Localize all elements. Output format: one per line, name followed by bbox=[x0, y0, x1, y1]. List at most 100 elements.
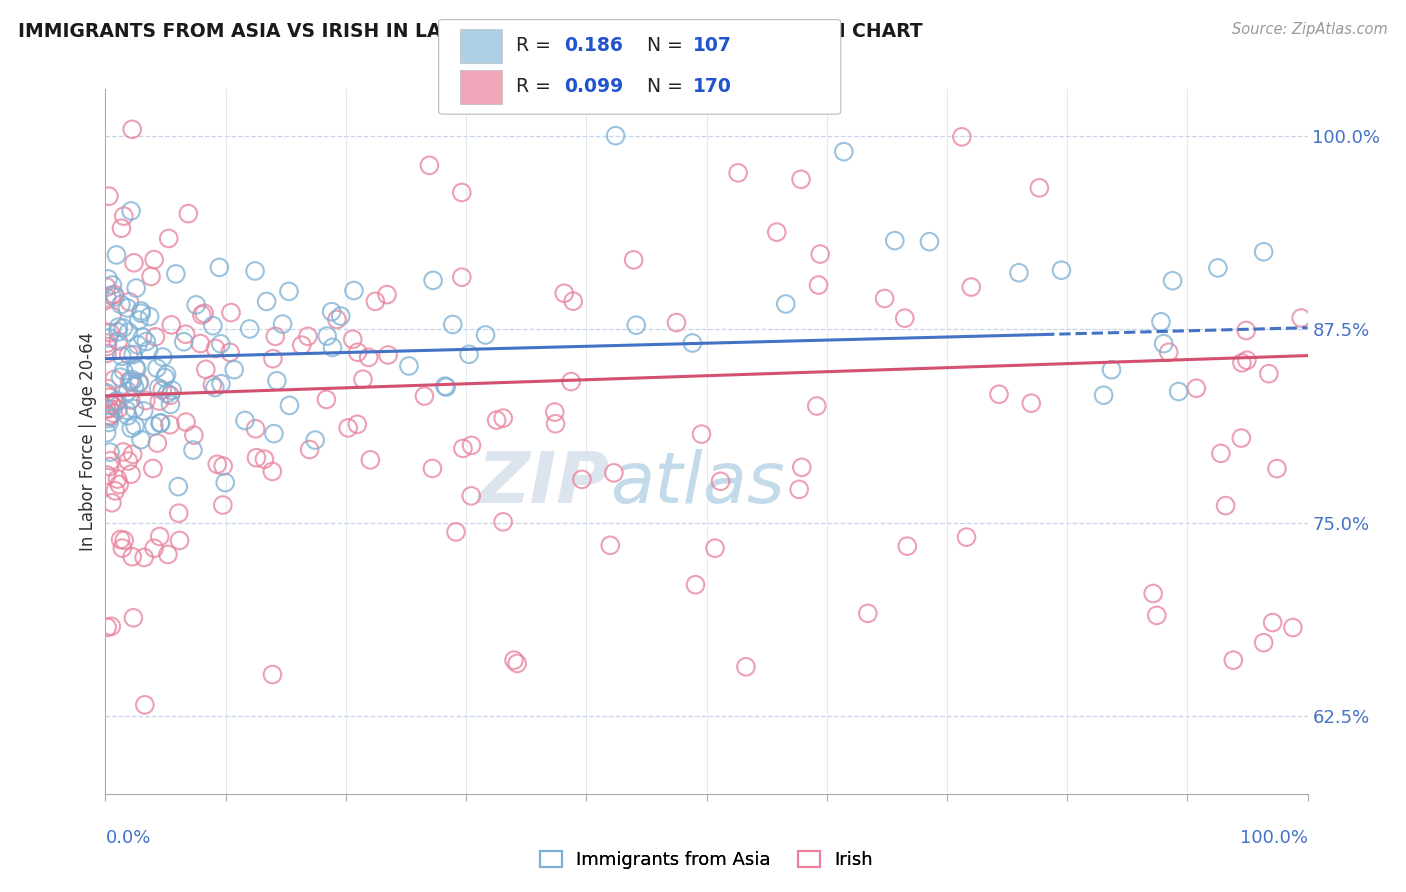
Point bbox=[243, 264, 266, 278]
Point bbox=[127, 338, 149, 352]
Point bbox=[97, 189, 120, 203]
Point bbox=[233, 413, 256, 427]
Point bbox=[107, 320, 129, 334]
Point bbox=[142, 418, 165, 433]
Point bbox=[201, 377, 224, 392]
Text: IMMIGRANTS FROM ASIA VS IRISH IN LABOR FORCE | AGE 20-64 CORRELATION CHART: IMMIGRANTS FROM ASIA VS IRISH IN LABOR F… bbox=[18, 22, 922, 42]
Point bbox=[856, 607, 879, 621]
Point bbox=[873, 292, 896, 306]
Point bbox=[112, 364, 135, 378]
Point bbox=[896, 539, 918, 553]
Point bbox=[398, 359, 420, 373]
Point bbox=[121, 375, 143, 389]
Point bbox=[263, 426, 285, 441]
Point bbox=[117, 454, 139, 468]
Point bbox=[451, 442, 474, 456]
Point bbox=[117, 409, 139, 423]
Point bbox=[1265, 461, 1288, 475]
Point bbox=[343, 284, 366, 298]
Point bbox=[883, 234, 905, 248]
Point bbox=[503, 653, 526, 667]
Point bbox=[145, 330, 167, 344]
Point bbox=[117, 325, 139, 339]
Point bbox=[120, 421, 142, 435]
Point bbox=[988, 387, 1011, 401]
Text: 0.186: 0.186 bbox=[564, 36, 623, 55]
Point bbox=[96, 620, 118, 634]
Point bbox=[122, 348, 145, 362]
Point bbox=[444, 524, 467, 539]
Point bbox=[96, 402, 118, 417]
Point bbox=[603, 466, 626, 480]
Point bbox=[131, 330, 153, 344]
Point bbox=[560, 375, 582, 389]
Point bbox=[1153, 336, 1175, 351]
Point bbox=[149, 416, 172, 430]
Point bbox=[149, 416, 172, 430]
Point bbox=[422, 461, 444, 475]
Point bbox=[110, 533, 132, 547]
Point bbox=[1028, 181, 1050, 195]
Point bbox=[121, 372, 143, 386]
Point bbox=[1101, 363, 1123, 377]
Point bbox=[352, 372, 374, 386]
Point bbox=[149, 529, 172, 543]
Point bbox=[256, 294, 278, 309]
Point bbox=[98, 445, 121, 459]
Point bbox=[1019, 396, 1042, 410]
Point bbox=[169, 533, 191, 548]
Point bbox=[183, 428, 205, 442]
Text: N =: N = bbox=[647, 36, 689, 55]
Point bbox=[346, 345, 368, 359]
Point bbox=[110, 370, 132, 384]
Point bbox=[188, 336, 211, 351]
Point bbox=[167, 506, 190, 520]
Point bbox=[562, 294, 585, 309]
Point bbox=[138, 343, 160, 358]
Point bbox=[278, 285, 301, 299]
Point bbox=[434, 379, 457, 393]
Point bbox=[104, 395, 127, 409]
Point bbox=[107, 402, 129, 417]
Point bbox=[1236, 353, 1258, 368]
Point bbox=[832, 145, 855, 159]
Point bbox=[1289, 310, 1312, 325]
Point bbox=[357, 351, 380, 365]
Point bbox=[704, 541, 727, 556]
Point bbox=[135, 393, 157, 408]
Point bbox=[120, 392, 142, 407]
Point bbox=[1234, 323, 1257, 337]
Point bbox=[98, 401, 121, 416]
Point bbox=[142, 461, 165, 475]
Point bbox=[291, 338, 314, 352]
Point bbox=[121, 447, 143, 461]
Point bbox=[209, 376, 232, 391]
Point bbox=[159, 397, 181, 411]
Point bbox=[124, 401, 146, 416]
Point bbox=[450, 270, 472, 285]
Point bbox=[377, 348, 399, 362]
Point bbox=[413, 389, 436, 403]
Point bbox=[112, 533, 135, 548]
Point bbox=[434, 380, 457, 394]
Point bbox=[665, 316, 688, 330]
Point bbox=[209, 336, 232, 351]
Point bbox=[727, 166, 749, 180]
Text: 100.0%: 100.0% bbox=[1240, 829, 1308, 847]
Point bbox=[342, 332, 364, 346]
Legend: Immigrants from Asia, Irish: Immigrants from Asia, Irish bbox=[533, 844, 880, 877]
Point bbox=[96, 468, 118, 483]
Point bbox=[262, 351, 284, 366]
Text: 0.099: 0.099 bbox=[564, 77, 623, 96]
Point bbox=[157, 231, 180, 245]
Point bbox=[112, 209, 135, 223]
Point bbox=[775, 297, 797, 311]
Point bbox=[100, 399, 122, 413]
Point bbox=[104, 290, 127, 304]
Point bbox=[278, 398, 301, 412]
Point bbox=[125, 362, 148, 376]
Point bbox=[960, 280, 983, 294]
Point bbox=[117, 301, 139, 315]
Point bbox=[96, 291, 118, 305]
Point bbox=[208, 260, 231, 275]
